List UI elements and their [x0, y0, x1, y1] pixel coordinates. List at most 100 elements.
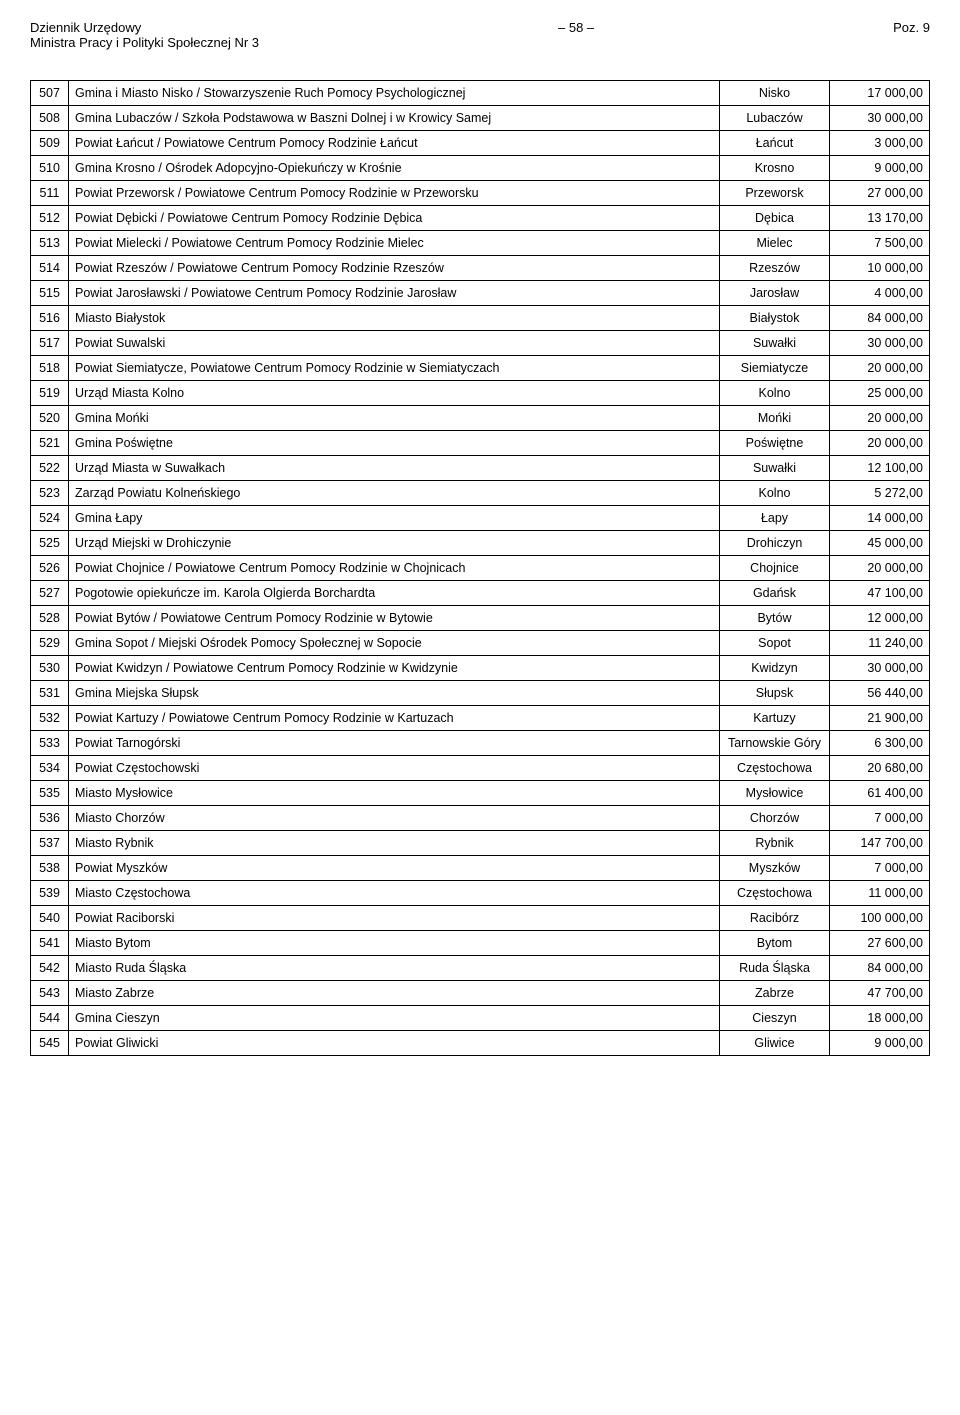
journal-title: Dziennik Urzędowy: [30, 20, 259, 35]
row-place: Lubaczów: [720, 106, 830, 131]
row-place: Białystok: [720, 306, 830, 331]
row-number: 522: [31, 456, 69, 481]
table-row: 542Miasto Ruda ŚląskaRuda Śląska84 000,0…: [31, 956, 930, 981]
row-amount: 10 000,00: [830, 256, 930, 281]
row-amount: 20 000,00: [830, 356, 930, 381]
row-number: 520: [31, 406, 69, 431]
row-amount: 45 000,00: [830, 531, 930, 556]
row-description: Miasto Ruda Śląska: [69, 956, 720, 981]
row-place: Chorzów: [720, 806, 830, 831]
row-number: 513: [31, 231, 69, 256]
row-number: 530: [31, 656, 69, 681]
row-description: Miasto Chorzów: [69, 806, 720, 831]
row-number: 535: [31, 781, 69, 806]
row-amount: 27 000,00: [830, 181, 930, 206]
row-amount: 20 000,00: [830, 556, 930, 581]
row-place: Łapy: [720, 506, 830, 531]
row-description: Powiat Siemiatycze, Powiatowe Centrum Po…: [69, 356, 720, 381]
table-row: 507Gmina i Miasto Nisko / Stowarzyszenie…: [31, 81, 930, 106]
row-description: Powiat Mielecki / Powiatowe Centrum Pomo…: [69, 231, 720, 256]
row-amount: 30 000,00: [830, 656, 930, 681]
row-number: 545: [31, 1031, 69, 1056]
row-number: 519: [31, 381, 69, 406]
row-description: Urząd Miasta w Suwałkach: [69, 456, 720, 481]
row-place: Cieszyn: [720, 1006, 830, 1031]
row-amount: 21 900,00: [830, 706, 930, 731]
table-row: 510Gmina Krosno / Ośrodek Adopcyjno-Opie…: [31, 156, 930, 181]
row-place: Gliwice: [720, 1031, 830, 1056]
row-number: 543: [31, 981, 69, 1006]
row-description: Powiat Raciborski: [69, 906, 720, 931]
header-left: Dziennik Urzędowy Ministra Pracy i Polit…: [30, 20, 259, 50]
row-amount: 9 000,00: [830, 1031, 930, 1056]
row-description: Gmina Lubaczów / Szkoła Podstawowa w Bas…: [69, 106, 720, 131]
table-row: 540Powiat RaciborskiRacibórz100 000,00: [31, 906, 930, 931]
row-description: Powiat Przeworsk / Powiatowe Centrum Pom…: [69, 181, 720, 206]
row-number: 514: [31, 256, 69, 281]
row-amount: 20 680,00: [830, 756, 930, 781]
row-place: Suwałki: [720, 331, 830, 356]
row-place: Drohiczyn: [720, 531, 830, 556]
row-place: Bytów: [720, 606, 830, 631]
row-number: 509: [31, 131, 69, 156]
table-row: 532Powiat Kartuzy / Powiatowe Centrum Po…: [31, 706, 930, 731]
table-row: 521Gmina PoświętnePoświętne20 000,00: [31, 431, 930, 456]
row-description: Powiat Łańcut / Powiatowe Centrum Pomocy…: [69, 131, 720, 156]
row-place: Kwidzyn: [720, 656, 830, 681]
row-description: Miasto Częstochowa: [69, 881, 720, 906]
row-place: Mysłowice: [720, 781, 830, 806]
row-description: Miasto Bytom: [69, 931, 720, 956]
table-row: 522Urząd Miasta w SuwałkachSuwałki12 100…: [31, 456, 930, 481]
row-description: Powiat Częstochowski: [69, 756, 720, 781]
row-amount: 7 000,00: [830, 856, 930, 881]
row-place: Przeworsk: [720, 181, 830, 206]
row-place: Mońki: [720, 406, 830, 431]
row-amount: 100 000,00: [830, 906, 930, 931]
table-row: 511Powiat Przeworsk / Powiatowe Centrum …: [31, 181, 930, 206]
row-amount: 6 300,00: [830, 731, 930, 756]
row-description: Powiat Bytów / Powiatowe Centrum Pomocy …: [69, 606, 720, 631]
row-amount: 5 272,00: [830, 481, 930, 506]
row-number: 528: [31, 606, 69, 631]
row-amount: 18 000,00: [830, 1006, 930, 1031]
row-place: Łańcut: [720, 131, 830, 156]
row-number: 529: [31, 631, 69, 656]
table-row: 516Miasto BiałystokBiałystok84 000,00: [31, 306, 930, 331]
row-place: Częstochowa: [720, 881, 830, 906]
row-description: Powiat Tarnogórski: [69, 731, 720, 756]
row-description: Powiat Jarosławski / Powiatowe Centrum P…: [69, 281, 720, 306]
row-number: 537: [31, 831, 69, 856]
row-number: 544: [31, 1006, 69, 1031]
row-amount: 3 000,00: [830, 131, 930, 156]
row-description: Miasto Rybnik: [69, 831, 720, 856]
page-header: Dziennik Urzędowy Ministra Pracy i Polit…: [30, 20, 930, 50]
row-number: 507: [31, 81, 69, 106]
table-row: 544Gmina CieszynCieszyn18 000,00: [31, 1006, 930, 1031]
row-place: Myszków: [720, 856, 830, 881]
row-description: Gmina i Miasto Nisko / Stowarzyszenie Ru…: [69, 81, 720, 106]
row-place: Zabrze: [720, 981, 830, 1006]
row-number: 523: [31, 481, 69, 506]
row-number: 510: [31, 156, 69, 181]
position-number: Poz. 9: [893, 20, 930, 35]
row-place: Kolno: [720, 381, 830, 406]
row-number: 542: [31, 956, 69, 981]
row-description: Powiat Kwidzyn / Powiatowe Centrum Pomoc…: [69, 656, 720, 681]
row-number: 508: [31, 106, 69, 131]
table-row: 525Urząd Miejski w DrohiczynieDrohiczyn4…: [31, 531, 930, 556]
table-row: 541Miasto BytomBytom27 600,00: [31, 931, 930, 956]
row-description: Powiat Gliwicki: [69, 1031, 720, 1056]
row-place: Chojnice: [720, 556, 830, 581]
row-number: 541: [31, 931, 69, 956]
row-number: 527: [31, 581, 69, 606]
row-number: 521: [31, 431, 69, 456]
row-description: Gmina Łapy: [69, 506, 720, 531]
table-row: 545Powiat GliwickiGliwice9 000,00: [31, 1031, 930, 1056]
table-row: 543Miasto ZabrzeZabrze47 700,00: [31, 981, 930, 1006]
row-place: Bytom: [720, 931, 830, 956]
row-number: 517: [31, 331, 69, 356]
table-row: 535Miasto MysłowiceMysłowice61 400,00: [31, 781, 930, 806]
row-amount: 27 600,00: [830, 931, 930, 956]
row-description: Zarząd Powiatu Kolneńskiego: [69, 481, 720, 506]
row-place: Słupsk: [720, 681, 830, 706]
